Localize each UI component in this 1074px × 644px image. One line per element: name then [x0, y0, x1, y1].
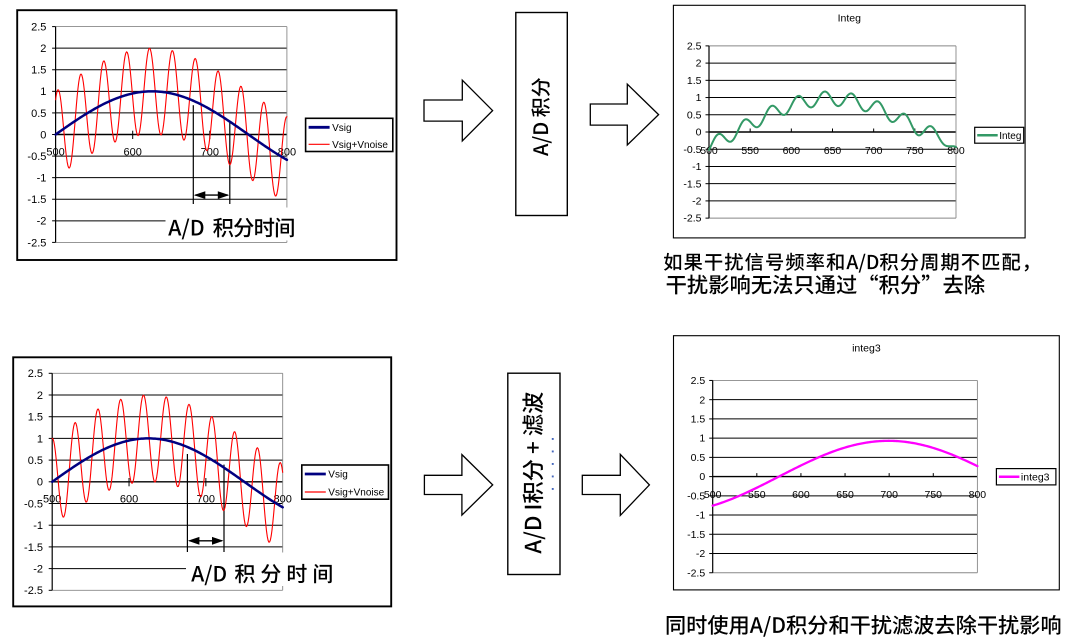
svg-text:0: 0 — [699, 471, 705, 483]
svg-text:600: 600 — [792, 489, 810, 501]
svg-text:550: 550 — [748, 489, 766, 501]
svg-text:Vsig: Vsig — [328, 470, 347, 481]
svg-text:2.5: 2.5 — [691, 375, 706, 387]
svg-text:integ3: integ3 — [1021, 471, 1050, 483]
svg-text:-1.5: -1.5 — [27, 194, 46, 206]
svg-text:-2.5: -2.5 — [687, 567, 705, 579]
svg-text:650: 650 — [824, 145, 842, 157]
svg-text:-1.5: -1.5 — [683, 178, 701, 190]
svg-text:1.5: 1.5 — [28, 412, 43, 424]
svg-text:1.5: 1.5 — [691, 414, 706, 426]
svg-text:1: 1 — [37, 433, 43, 445]
svg-text:-1: -1 — [692, 161, 701, 173]
svg-text:1: 1 — [40, 86, 46, 98]
svg-text:600: 600 — [783, 145, 801, 157]
svg-text:-0.5: -0.5 — [27, 151, 46, 163]
svg-text:0.5: 0.5 — [31, 108, 46, 120]
svg-text:750: 750 — [906, 145, 924, 157]
svg-text:800: 800 — [969, 489, 987, 501]
svg-text:-1.5: -1.5 — [24, 542, 43, 554]
svg-text:700: 700 — [880, 489, 898, 501]
svg-text:800: 800 — [274, 494, 292, 506]
svg-text:0: 0 — [37, 477, 43, 489]
svg-text:Vsig+Vnoise: Vsig+Vnoise — [332, 140, 388, 151]
svg-text:Vsig+Vnoise: Vsig+Vnoise — [328, 488, 384, 499]
svg-text:2.5: 2.5 — [28, 368, 43, 380]
svg-text:0.5: 0.5 — [687, 109, 702, 121]
svg-text:-1: -1 — [696, 510, 705, 522]
svg-text:-2: -2 — [692, 196, 701, 208]
svg-text:-2: -2 — [33, 564, 43, 576]
svg-text:Vsig: Vsig — [332, 123, 351, 134]
svg-text:-0.5: -0.5 — [24, 498, 43, 510]
svg-text:2.5: 2.5 — [31, 22, 46, 34]
svg-text:1: 1 — [696, 92, 702, 104]
svg-text:2: 2 — [40, 43, 46, 55]
svg-text:700: 700 — [201, 146, 219, 158]
svg-text:-0.5: -0.5 — [687, 490, 705, 502]
svg-text:1.5: 1.5 — [31, 65, 46, 77]
svg-text:500: 500 — [46, 146, 64, 158]
svg-text:0: 0 — [696, 127, 702, 139]
svg-text:0: 0 — [40, 129, 46, 141]
svg-text:2: 2 — [696, 58, 702, 70]
svg-text:550: 550 — [741, 145, 759, 157]
svg-text:600: 600 — [124, 146, 142, 158]
svg-text:-2: -2 — [696, 548, 705, 560]
svg-text:700: 700 — [865, 145, 883, 157]
svg-text:Integ: Integ — [838, 12, 862, 24]
svg-text:600: 600 — [120, 494, 138, 506]
svg-text:1: 1 — [699, 433, 705, 445]
svg-text:2: 2 — [699, 394, 705, 406]
svg-text:2.5: 2.5 — [687, 40, 702, 52]
svg-text:-1: -1 — [37, 173, 47, 185]
svg-text:-1: -1 — [33, 520, 43, 532]
svg-text:500: 500 — [700, 145, 718, 157]
svg-text:integ3: integ3 — [852, 343, 881, 355]
svg-text:Integ: Integ — [999, 131, 1021, 142]
svg-text:-1.5: -1.5 — [687, 529, 705, 541]
svg-text:-2.5: -2.5 — [27, 237, 46, 249]
svg-text:-0.5: -0.5 — [683, 144, 701, 156]
svg-text:750: 750 — [925, 489, 943, 501]
svg-text:-2.5: -2.5 — [24, 585, 43, 597]
svg-text:1.5: 1.5 — [687, 75, 702, 87]
svg-text:800: 800 — [947, 145, 965, 157]
svg-text:500: 500 — [43, 494, 61, 506]
svg-text:-2: -2 — [37, 216, 47, 228]
svg-text:-2.5: -2.5 — [683, 213, 701, 225]
svg-text:650: 650 — [836, 489, 854, 501]
svg-text:0.5: 0.5 — [28, 455, 43, 467]
svg-text:500: 500 — [704, 489, 722, 501]
svg-text:0.5: 0.5 — [691, 452, 706, 464]
svg-text:2: 2 — [37, 390, 43, 402]
